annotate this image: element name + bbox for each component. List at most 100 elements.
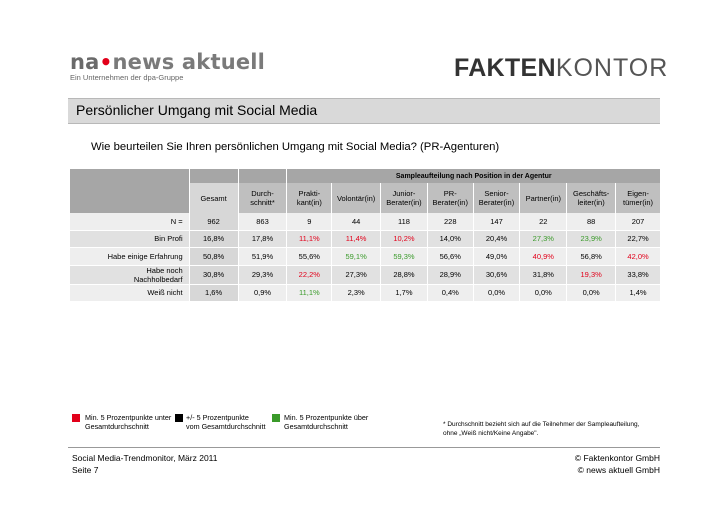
table-cell: 33,8%: [615, 265, 661, 285]
table-cell: 2,3%: [331, 284, 382, 302]
news-aktuell-logo: na•news aktuell Ein Unternehmen der dpa-…: [70, 50, 265, 90]
footer-copyright-news-aktuell: © news aktuell GmbH: [577, 465, 660, 475]
table-cell: 0,0%: [473, 284, 521, 302]
row-label: Weiß nicht: [70, 284, 190, 302]
logo-dot: •: [99, 50, 113, 74]
table-cell: 56,8%: [566, 247, 617, 266]
logo-tagline: Ein Unternehmen der dpa-Gruppe: [70, 73, 184, 82]
table-cell: 42,0%: [615, 247, 661, 266]
table-cell: 22: [519, 213, 568, 231]
table-row: Habe einige Erfahrung 50,8% 51,9% 55,6% 59,1…: [70, 247, 661, 266]
column-header-1: Durch-schnitt*: [238, 183, 288, 213]
table-cell: 0,0%: [519, 284, 568, 302]
table-cell: 22,7%: [615, 230, 661, 248]
table-cell: 1,6%: [189, 284, 239, 302]
table-cell: 0,4%: [427, 284, 474, 302]
table-cell: 16,8%: [189, 230, 239, 248]
footer-divider: [68, 447, 660, 448]
table-row: Habe noch Nachholbedarf 30,8% 29,3% 22,2% 27,…: [70, 265, 661, 285]
corner-cell: [70, 169, 190, 183]
table-cell: 11,1%: [286, 284, 333, 302]
results-table: Sampleaufteilung nach Position in der Ag…: [70, 169, 661, 311]
header-corner: [70, 183, 190, 213]
table-cell: 29,3%: [238, 265, 288, 285]
legend-red-square: [72, 414, 80, 422]
logo-na-text: na: [70, 50, 100, 74]
table-cell: 55,6%: [286, 247, 333, 266]
table-cell: 28,8%: [380, 265, 428, 285]
row-label: Bin Profi: [70, 230, 190, 248]
column-header-row: Gesamt Durch-schnitt* Prakti-kant(in) Volon…: [70, 183, 661, 213]
table-cell: 14,0%: [427, 230, 474, 248]
table-row: Bin Profi 16,8% 17,8% 11,1% 11,4% 10,2% 14,0% 2…: [70, 230, 661, 248]
column-header-2: Prakti-kant(in): [286, 183, 333, 213]
row-label: N =: [70, 213, 190, 231]
legend-above-text: Min. 5 Prozentpunkte über Gesamtdurchschn…: [284, 413, 369, 431]
table-cell: 1,4%: [615, 284, 661, 302]
footnote: * Durchschnitt bezieht sich auf die Teil…: [443, 421, 640, 437]
column-header-4: Junior- Berater(in): [380, 183, 428, 213]
table-cell: 19,3%: [566, 265, 617, 285]
footer-copyright-faktenkontor: © Faktenkontor GmbH: [574, 453, 660, 463]
column-header-7: Partner(in): [519, 183, 568, 213]
legend-black-square: [175, 414, 183, 422]
table-row: N = 962 863 9 44 118 228 147 22 88 207: [70, 213, 661, 231]
table-cell: 56,6%: [427, 247, 474, 266]
table-cell: 27,3%: [519, 230, 568, 248]
table-cell: 23,9%: [566, 230, 617, 248]
table-cell: 11,4%: [331, 230, 382, 248]
row-label: Habe einige Erfahrung: [70, 247, 190, 266]
logo-kontor-text: KONTOR: [555, 54, 669, 82]
column-header-0: Gesamt: [189, 183, 239, 213]
table-cell: 50,8%: [189, 247, 239, 266]
table-cell: 22,2%: [286, 265, 333, 285]
table-cell: 28,9%: [427, 265, 474, 285]
group-header-row: Sampleaufteilung nach Position in der Ag…: [70, 169, 661, 183]
legend-below-text: Min. 5 Prozentpunkte unter Gesamtdurchsch…: [85, 413, 172, 431]
faktenkontor-logo: FAKTENKONTOR: [454, 54, 667, 82]
table-cell: 9: [286, 213, 333, 231]
table-cell: 27,3%: [331, 265, 382, 285]
data-table: Sampleaufteilung nach Position in der Ag…: [70, 169, 661, 302]
group-header: Sampleaufteilung nach Position in der Ag…: [286, 169, 661, 183]
column-header-3: Volontär(in): [331, 183, 382, 213]
table-row: Weiß nicht 1,6% 0,9% 11,1% 2,3% 1,7% 0,4% 0,0% 0…: [70, 284, 661, 302]
logo-news-aktuell-text: news aktuell: [112, 50, 266, 74]
logo-fakten-text: FAKTEN: [454, 54, 556, 82]
table-cell: 207: [615, 213, 661, 231]
table-cell: 118: [380, 213, 428, 231]
column-header-6: Senior- Berater(in): [473, 183, 521, 213]
table-cell: 59,1%: [331, 247, 382, 266]
table-cell: 59,3%: [380, 247, 428, 266]
table-cell: 11,1%: [286, 230, 333, 248]
table-cell: 40,9%: [519, 247, 568, 266]
group-spacer-durchschnitt: [238, 169, 288, 183]
legend-neutral-text: +/- 5 Prozentpunkte vom Gesamtdurchschnit…: [186, 413, 266, 431]
column-header-8: Geschäfts-leiter(in): [566, 183, 617, 213]
table-cell: 20,4%: [473, 230, 521, 248]
table-cell: 30,8%: [189, 265, 239, 285]
table-cell: 49,0%: [473, 247, 521, 266]
table-cell: 10,2%: [380, 230, 428, 248]
table-cell: 17,8%: [238, 230, 288, 248]
column-header-5: PR- Berater(in): [427, 183, 474, 213]
page-title: Persönlicher Umgang mit Social Media: [76, 102, 318, 118]
footer-source: Social Media-Trendmonitor, März 2011: [72, 453, 218, 463]
title-bar: [68, 98, 660, 124]
column-header-9: Eigen-tümer(in): [615, 183, 661, 213]
table-cell: 88: [566, 213, 617, 231]
table-cell: 0,9%: [238, 284, 288, 302]
table-cell: 30,6%: [473, 265, 521, 285]
table-cell: 1,7%: [380, 284, 428, 302]
table-cell: 962: [189, 213, 239, 231]
table-cell: 0,0%: [566, 284, 617, 302]
group-spacer-gesamt: [189, 169, 239, 183]
table-cell: 44: [331, 213, 382, 231]
table-cell: 863: [238, 213, 288, 231]
survey-question: Wie beurteilen Sie Ihren persönlichen Um…: [91, 141, 500, 153]
table-cell: 31,8%: [519, 265, 568, 285]
table-cell: 147: [473, 213, 521, 231]
table-cell: 228: [427, 213, 474, 231]
legend-green-square: [272, 414, 280, 422]
footer-page-number: Seite 7: [72, 465, 99, 475]
